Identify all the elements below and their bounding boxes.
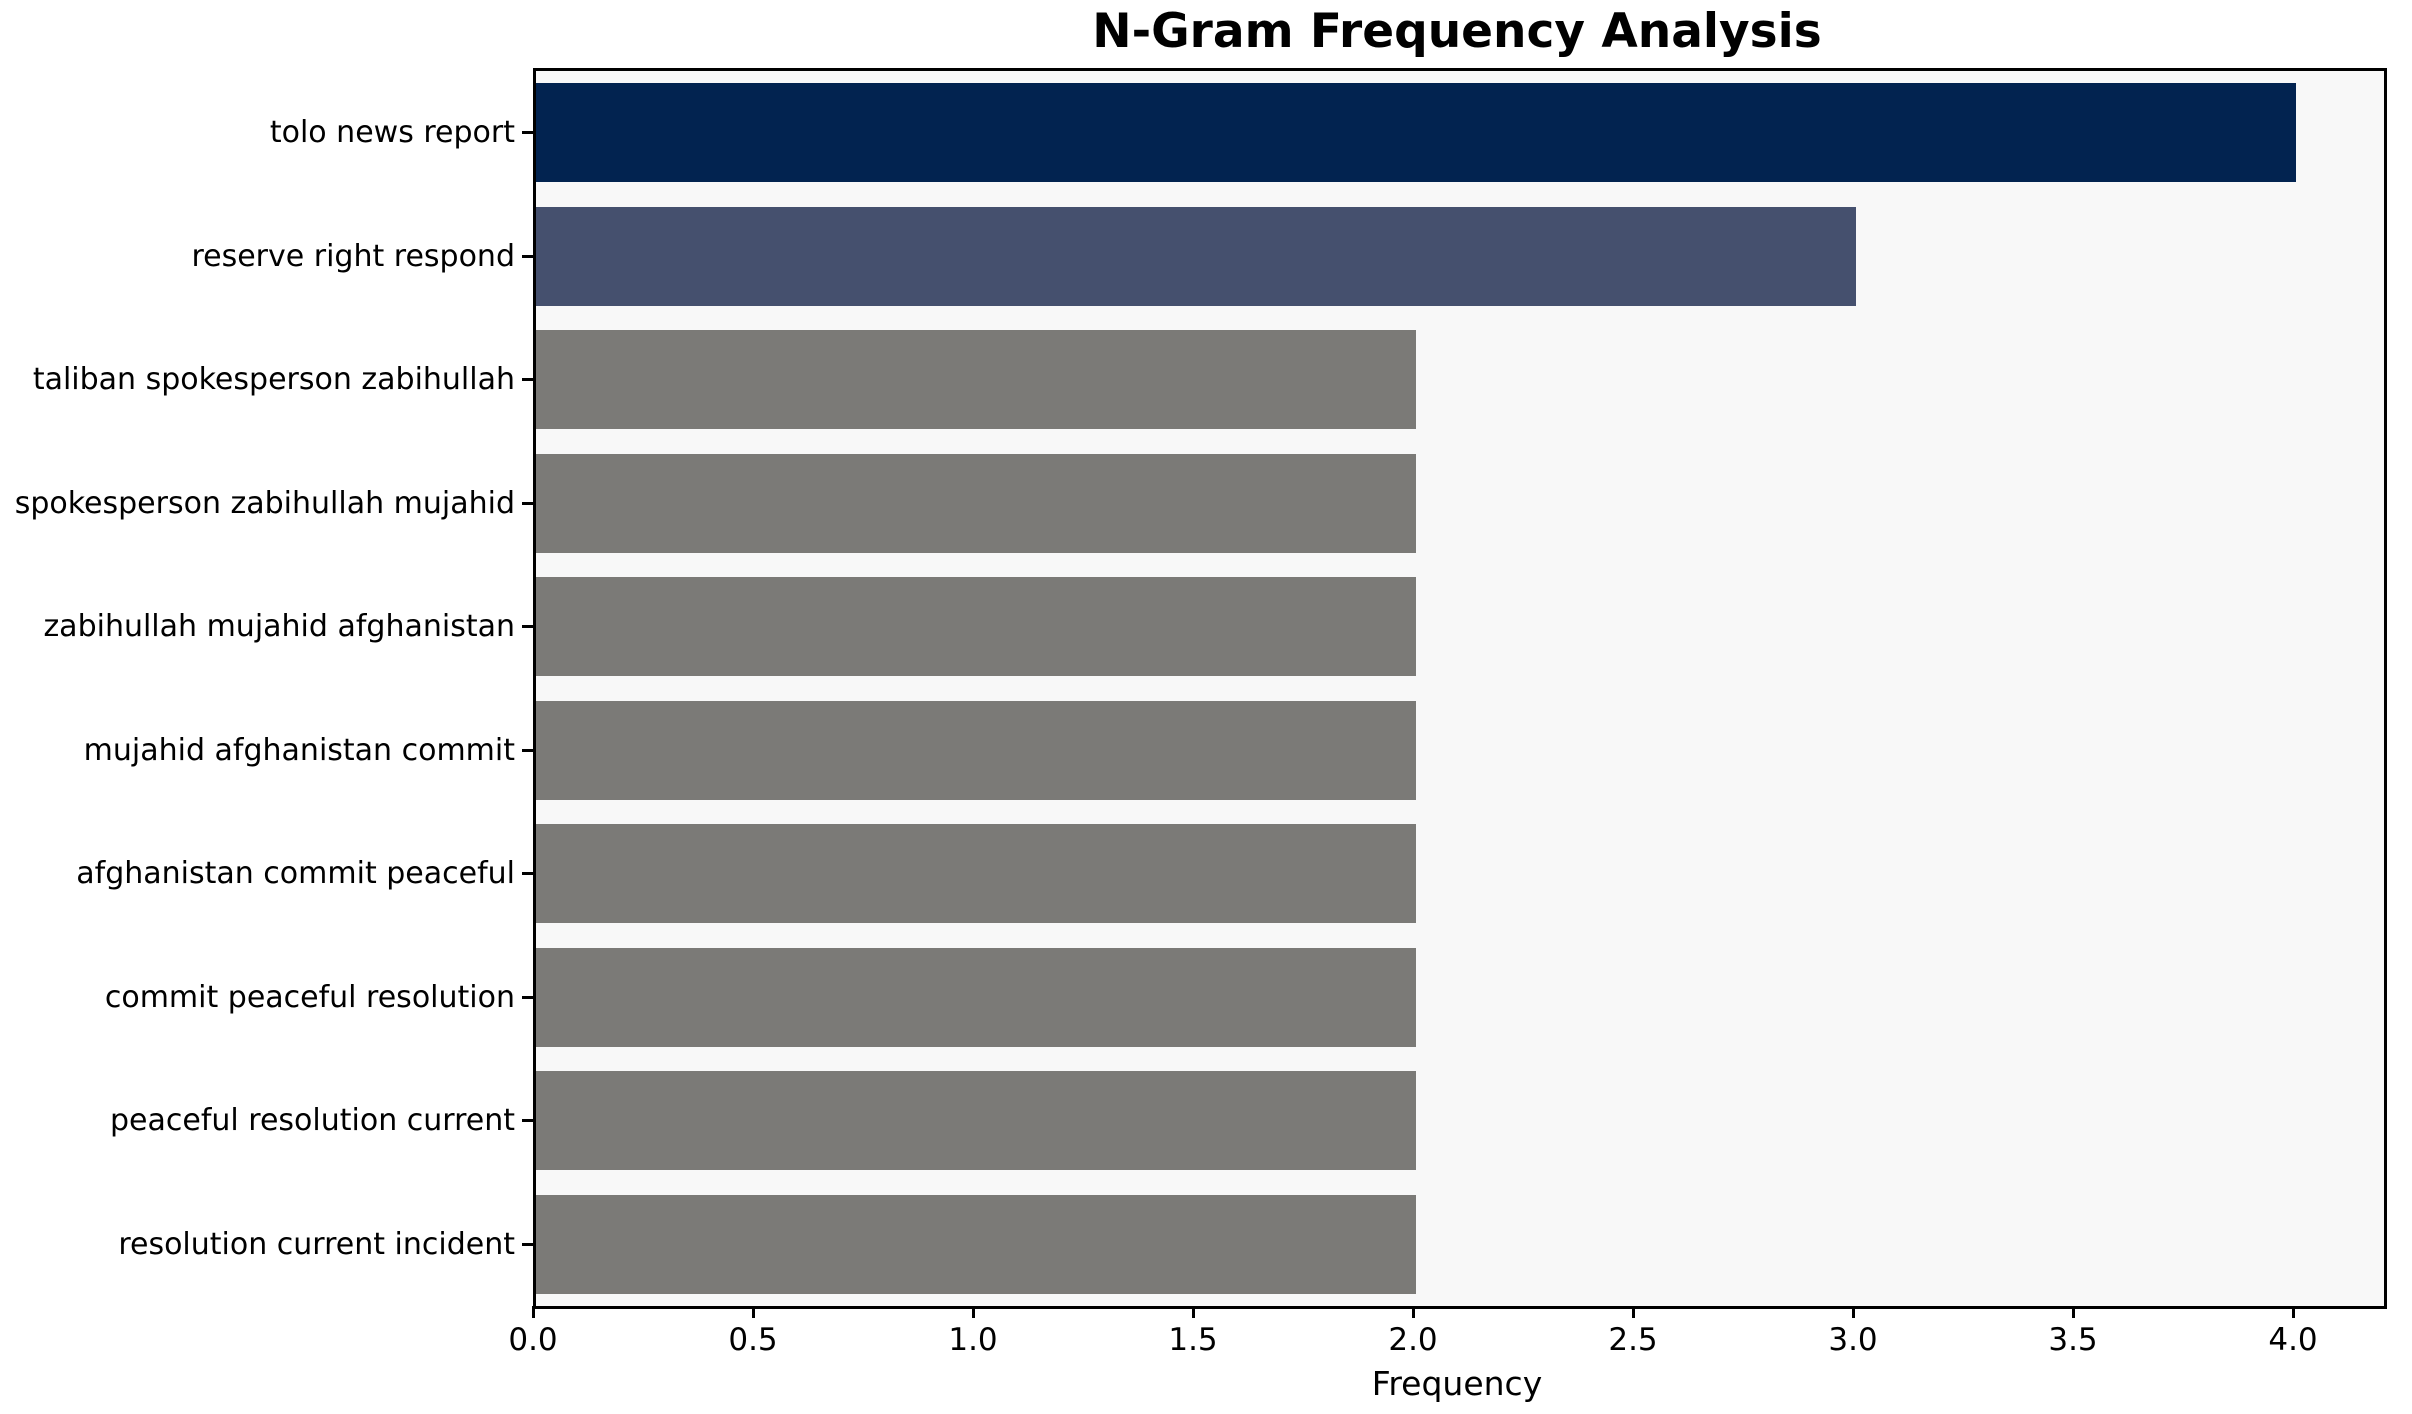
- x-tick-mark: [1191, 1306, 1195, 1318]
- x-tick-mark: [751, 1306, 755, 1318]
- x-tick-label: 2.0: [1388, 1322, 1438, 1358]
- bar-row: [536, 442, 2384, 566]
- y-tick-label: peaceful resolution current: [110, 1103, 515, 1139]
- bar-row: [536, 1059, 2384, 1183]
- x-tick-label: 0.5: [728, 1322, 778, 1358]
- y-tick-label: afghanistan commit peaceful: [76, 856, 515, 892]
- y-tick-mark: [522, 748, 533, 752]
- x-tick-label: 3.5: [2048, 1322, 2098, 1358]
- bar-zabihullah-mujahid-afghanistan: [536, 577, 1416, 677]
- bar-taliban-spokesperson-zabihullah: [536, 330, 1416, 430]
- y-tick-label: zabihullah mujahid afghanistan: [43, 609, 515, 645]
- x-axis-label: Frequency: [1371, 1364, 1543, 1403]
- bar-row: [536, 689, 2384, 813]
- y-tick-label: spokesperson zabihullah mujahid: [14, 485, 515, 521]
- x-tick-mark: [2291, 1306, 2295, 1318]
- y-tick-mark: [522, 1242, 533, 1246]
- x-tick-mark: [2071, 1306, 2075, 1318]
- x-tick-mark: [1851, 1306, 1855, 1318]
- bar-spokesperson-zabihullah-mujahid: [536, 453, 1416, 553]
- y-tick-label: mujahid afghanistan commit: [83, 732, 515, 768]
- x-tick-label: 1.0: [948, 1322, 998, 1358]
- y-tick-mark: [522, 501, 533, 505]
- y-tick-label: tolo news report: [269, 115, 515, 151]
- y-axis-labels: tolo news report reserve right respond tal…: [0, 71, 515, 1306]
- bar-row: [536, 71, 2384, 195]
- bar-afghanistan-commit-peaceful: [536, 824, 1416, 924]
- bar-commit-peaceful-resolution: [536, 947, 1416, 1047]
- bar-resolution-current-incident: [536, 1194, 1416, 1294]
- y-tick-label: resolution current incident: [118, 1226, 515, 1262]
- bar-tolo-news-report: [536, 83, 2296, 183]
- bar-row: [536, 1183, 2384, 1307]
- y-tick-mark: [522, 625, 533, 629]
- x-tick-mark: [531, 1306, 535, 1318]
- x-tick-label: 0.0: [508, 1322, 558, 1358]
- bar-reserve-right-respond: [536, 206, 1856, 306]
- x-tick-label: 4.0: [2268, 1322, 2318, 1358]
- y-tick-label: taliban spokesperson zabihullah: [32, 362, 515, 398]
- bar-row: [536, 936, 2384, 1060]
- y-tick-mark: [522, 254, 533, 258]
- y-tick-mark: [522, 131, 533, 135]
- x-tick-label: 2.5: [1608, 1322, 1658, 1358]
- x-tick-mark: [1411, 1306, 1415, 1318]
- x-tick-mark: [1631, 1306, 1635, 1318]
- bar-row: [536, 812, 2384, 936]
- y-tick-mark: [522, 378, 533, 382]
- y-tick-mark: [522, 995, 533, 999]
- bar-row: [536, 318, 2384, 442]
- plot-area: [533, 68, 2387, 1309]
- bar-peaceful-resolution-current: [536, 1071, 1416, 1171]
- x-tick-mark: [971, 1306, 975, 1318]
- y-tick-label: commit peaceful resolution: [104, 979, 515, 1015]
- bar-row: [536, 565, 2384, 689]
- y-tick-mark: [522, 1119, 533, 1123]
- x-tick-label: 1.5: [1168, 1322, 1218, 1358]
- bar-row: [536, 195, 2384, 319]
- chart-title: N-Gram Frequency Analysis: [1092, 4, 1822, 59]
- x-tick-label: 3.0: [1828, 1322, 1878, 1358]
- y-tick-label: reserve right respond: [191, 238, 515, 274]
- y-tick-mark: [522, 872, 533, 876]
- bar-mujahid-afghanistan-commit: [536, 700, 1416, 800]
